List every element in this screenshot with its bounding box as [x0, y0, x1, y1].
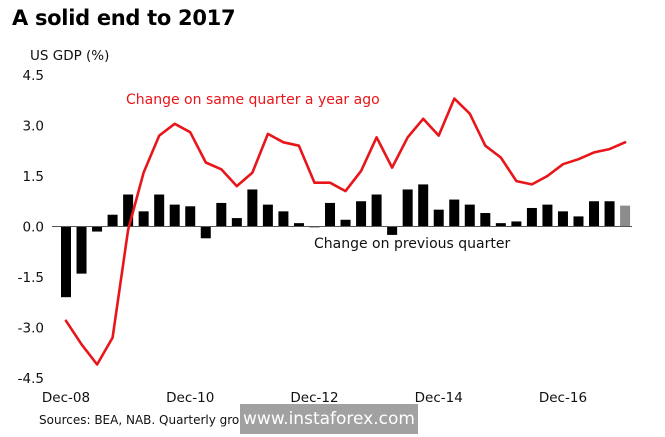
- bar-series-label: Change on previous quarter: [314, 236, 510, 252]
- x-tick-label: Dec-08: [42, 390, 90, 406]
- bar: [185, 206, 196, 227]
- bar: [293, 223, 304, 227]
- bar: [200, 226, 211, 239]
- bar: [604, 201, 615, 227]
- bar: [557, 211, 568, 227]
- bar-series: [61, 184, 631, 298]
- bar: [76, 226, 87, 274]
- bar: [123, 194, 134, 227]
- bar: [573, 216, 584, 227]
- bar: [387, 226, 398, 235]
- bar: [325, 202, 336, 227]
- bar: [340, 219, 351, 227]
- y-axis-label: US GDP (%): [30, 48, 110, 64]
- y-tick-label: 0.0: [23, 220, 44, 236]
- y-tick-label: 3.0: [23, 119, 44, 135]
- bar: [620, 205, 631, 227]
- bar: [495, 223, 506, 227]
- y-tick-label: -4.5: [18, 371, 44, 387]
- yoy-line: [64, 97, 627, 366]
- bar: [402, 189, 413, 227]
- bar: [433, 209, 444, 227]
- bar: [371, 194, 382, 227]
- bar: [107, 214, 118, 227]
- bar: [449, 199, 460, 227]
- bar: [262, 204, 273, 227]
- bar: [511, 221, 522, 227]
- annotations: Change on same quarter a year ago Change …: [126, 92, 510, 252]
- bar: [247, 189, 258, 227]
- bar: [154, 194, 165, 227]
- bar: [526, 207, 537, 227]
- bar: [542, 204, 553, 227]
- bar: [589, 201, 600, 227]
- y-tick-label: -3.0: [18, 321, 44, 337]
- x-tick-label: Dec-16: [539, 390, 587, 406]
- x-tick-labels: Dec-08 Dec-10 Dec-12 Dec-14 Dec-16: [42, 390, 587, 406]
- chart-title: A solid end to 2017: [12, 6, 236, 30]
- line-series-label: Change on same quarter a year ago: [126, 92, 380, 108]
- bar: [278, 211, 289, 227]
- x-tick-label: Dec-14: [415, 390, 463, 406]
- y-tick-labels: 4.5 3.0 1.5 0.0 -1.5 -3.0 -4.5: [18, 68, 44, 387]
- watermark: www.instaforex.com: [240, 404, 418, 434]
- bar: [480, 213, 491, 227]
- x-tick-label: Dec-12: [290, 390, 338, 406]
- bar: [216, 202, 227, 227]
- bar: [356, 201, 367, 227]
- bar: [169, 204, 180, 227]
- bar: [418, 184, 429, 227]
- bar: [61, 226, 71, 298]
- bar: [92, 226, 103, 232]
- y-tick-label: -1.5: [18, 270, 44, 286]
- line-series: [64, 97, 627, 366]
- y-tick-label: 4.5: [23, 68, 44, 84]
- bar: [138, 211, 149, 227]
- bar: [231, 218, 242, 227]
- y-tick-label: 1.5: [23, 169, 44, 185]
- bar: [464, 204, 475, 227]
- x-tick-label: Dec-10: [166, 390, 214, 406]
- source-note: Sources: BEA, NAB. Quarterly gro: [39, 413, 240, 427]
